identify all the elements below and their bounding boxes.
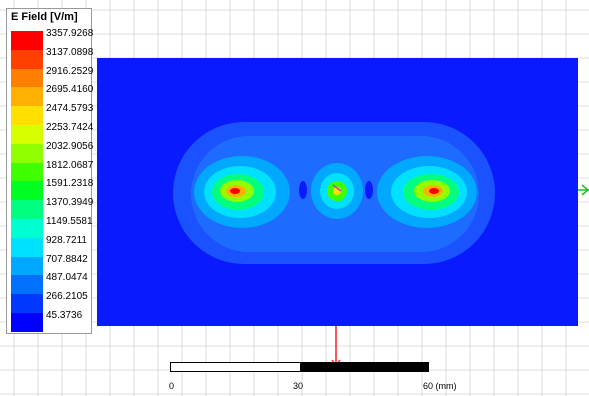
legend-swatch [11, 237, 43, 258]
legend-level-label: 1812.0687 [46, 159, 94, 171]
legend-level-label: 1370.3949 [46, 197, 94, 209]
scale-label-start: 0 [169, 381, 175, 391]
legend-level-label: 2474.5793 [46, 103, 94, 115]
legend-swatch [11, 181, 43, 201]
right-gap [365, 181, 373, 199]
legend-swatch [11, 106, 43, 126]
legend-swatch [11, 31, 43, 51]
legend-swatch [11, 143, 43, 164]
legend-swatch [11, 256, 43, 276]
legend-swatch [11, 275, 43, 295]
legend-swatch [11, 200, 43, 220]
legend-level-label: 2032.9056 [46, 140, 94, 152]
center-marker [332, 184, 342, 192]
scale-label-end: 60 (mm) [423, 381, 457, 391]
legend-level-label: 266.2105 [46, 291, 88, 303]
legend-level-label: 45.3736 [46, 310, 83, 321]
legend-swatch [11, 87, 43, 107]
legend-swatch [11, 313, 43, 333]
color-legend: E Field [V/m] 3357.9268 3137.0898 2916.252… [6, 8, 94, 334]
legend-level-label: 3137.0898 [46, 46, 94, 58]
legend-level-label: 3357.9268 [46, 28, 94, 39]
scale-bar [170, 362, 430, 372]
legend-level-label: 1149.5581 [46, 216, 93, 227]
legend-swatch [11, 49, 43, 70]
legend-swatch [11, 219, 43, 239]
legend-swatch [11, 162, 43, 182]
legend-level-label: 928.7211 [46, 234, 87, 246]
legend-swatch [11, 68, 43, 88]
left-gap [299, 181, 307, 199]
scale-label-mid: 30 [293, 381, 304, 391]
right-lobe-core [429, 188, 439, 194]
scale-bar-black-segment [300, 362, 429, 372]
legend-level-label: 1591.2318 [46, 178, 94, 190]
legend-title: E Field [V/m] [11, 11, 78, 23]
left-lobe-core [230, 188, 240, 194]
legend-level-label: 2916.2529 [46, 65, 94, 77]
e-field-plot[interactable] [97, 58, 578, 326]
legend-level-label: 2253.7424 [46, 122, 94, 133]
legend-level-label: 2695.4160 [46, 84, 94, 96]
legend-swatch [11, 294, 43, 314]
legend-level-label: 487.0474 [46, 272, 88, 284]
legend-level-label: 707.8842 [46, 253, 88, 265]
legend-swatch [11, 125, 43, 145]
scale-bar-white-segment [170, 362, 301, 372]
